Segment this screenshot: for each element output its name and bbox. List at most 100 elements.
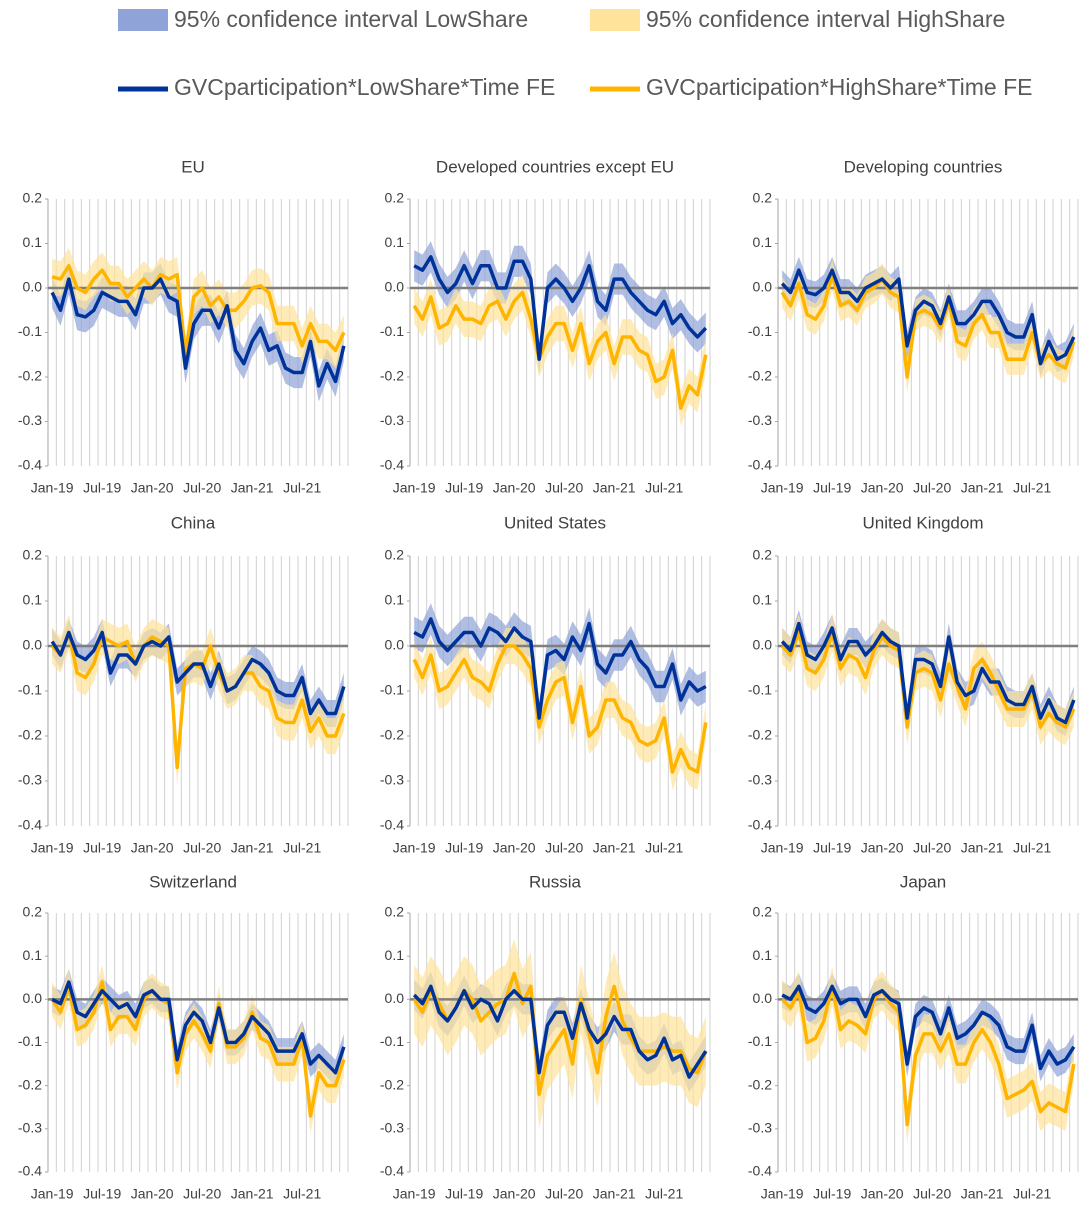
x-tick-label: Jul-20 <box>913 480 951 496</box>
y-tick-label: -0.2 <box>748 727 772 743</box>
y-tick-label: 0.1 <box>23 947 43 963</box>
series-line <box>412 290 708 410</box>
x-tick-label: Jul-20 <box>913 840 951 856</box>
x-tick-label: Jan-21 <box>961 1186 1004 1202</box>
x-tick-label: Jan-21 <box>231 480 274 496</box>
panel-title: Developed countries except EU <box>436 157 674 176</box>
series-line <box>412 644 708 774</box>
y-tick-label: 0.1 <box>753 234 773 250</box>
series-line <box>50 630 346 716</box>
y-tick-label: 0.1 <box>753 947 773 963</box>
legend-band-swatch <box>118 9 168 31</box>
y-tick-label: -0.4 <box>380 1163 404 1179</box>
x-tick-label: Jul-19 <box>445 840 483 856</box>
y-tick-label: -0.1 <box>380 682 404 698</box>
x-tick-label: Jan-20 <box>861 1186 904 1202</box>
x-tick-label: Jan-21 <box>593 840 636 856</box>
y-tick-label: 0.0 <box>753 279 773 295</box>
confidence-band <box>52 247 344 373</box>
y-tick-label: 0.1 <box>753 592 773 608</box>
y-tick-label: -0.4 <box>380 817 404 833</box>
x-tick-label: Jul-21 <box>645 840 683 856</box>
x-tick-label: Jan-21 <box>961 480 1004 496</box>
legend-band-label: 95% confidence interval LowShare <box>174 6 528 32</box>
series-line <box>780 621 1076 725</box>
x-tick-label: Jan-20 <box>131 1186 174 1202</box>
y-tick-label: -0.2 <box>18 727 42 743</box>
y-tick-label: 0.0 <box>385 279 405 295</box>
confidence-band <box>414 628 706 790</box>
y-tick-label: -0.4 <box>748 1163 772 1179</box>
y-tick-label: 0.2 <box>23 547 43 563</box>
x-tick-label: Jul-20 <box>183 1186 221 1202</box>
x-tick-label: Jan-20 <box>493 840 536 856</box>
y-tick-label: -0.2 <box>380 727 404 743</box>
x-tick-label: Jul-19 <box>813 1186 851 1202</box>
series-line <box>780 272 1076 379</box>
y-tick-label: -0.1 <box>380 1033 404 1049</box>
panel-title: United States <box>504 513 606 532</box>
y-tick-label: -0.1 <box>18 682 42 698</box>
y-tick-label: -0.2 <box>748 1076 772 1092</box>
y-tick-label: 0.2 <box>753 190 773 206</box>
y-tick-label: 0.1 <box>385 592 405 608</box>
y-tick-label: -0.4 <box>748 817 772 833</box>
y-tick-label: -0.3 <box>380 412 404 428</box>
x-tick-label: Jan-21 <box>593 480 636 496</box>
y-tick-label: 0.0 <box>385 637 405 653</box>
series-line <box>51 264 346 357</box>
y-tick-label: -0.3 <box>748 1120 772 1136</box>
confidence-band <box>414 241 706 375</box>
series-line <box>413 255 708 361</box>
x-tick-label: Jul-21 <box>1013 1186 1051 1202</box>
y-tick-label: 0.2 <box>385 904 405 920</box>
y-tick-label: -0.2 <box>380 1076 404 1092</box>
y-tick-label: 0.1 <box>385 234 405 250</box>
y-tick-label: -0.4 <box>18 457 42 473</box>
y-tick-label: -0.4 <box>748 457 772 473</box>
x-tick-label: Jan-19 <box>761 1186 804 1202</box>
x-tick-label: Jul-20 <box>545 840 583 856</box>
y-tick-label: -0.2 <box>748 368 772 384</box>
y-tick-label: -0.3 <box>748 412 772 428</box>
legend-band-label: 95% confidence interval HighShare <box>646 6 1005 32</box>
series-line <box>51 980 346 1075</box>
y-tick-label: 0.0 <box>23 279 43 295</box>
x-tick-label: Jan-21 <box>231 840 274 856</box>
x-tick-label: Jul-19 <box>83 1186 121 1202</box>
x-tick-label: Jul-20 <box>183 840 221 856</box>
x-tick-label: Jan-19 <box>393 840 436 856</box>
x-tick-label: Jul-21 <box>1013 480 1051 496</box>
series-line <box>412 984 708 1079</box>
y-tick-label: 0.1 <box>23 234 43 250</box>
panel-title: Russia <box>529 872 582 891</box>
x-tick-label: Jul-21 <box>283 480 321 496</box>
y-tick-label: 0.1 <box>385 947 405 963</box>
y-tick-label: -0.2 <box>18 368 42 384</box>
x-tick-label: Jul-19 <box>445 480 483 496</box>
x-tick-label: Jul-21 <box>283 1186 321 1202</box>
series-line <box>50 277 346 388</box>
y-tick-label: 0.2 <box>753 547 773 563</box>
y-tick-label: 0.2 <box>385 547 405 563</box>
x-tick-label: Jul-21 <box>645 480 683 496</box>
y-tick-label: -0.1 <box>748 682 772 698</box>
series-line <box>780 268 1076 366</box>
y-tick-label: -0.2 <box>18 1076 42 1092</box>
x-tick-label: Jan-19 <box>31 840 74 856</box>
panel-title: United Kingdom <box>863 513 984 532</box>
x-tick-label: Jan-19 <box>761 840 804 856</box>
series-line <box>50 980 346 1118</box>
x-tick-label: Jan-20 <box>861 840 904 856</box>
y-tick-label: 0.0 <box>23 637 43 653</box>
panel-title: Japan <box>900 872 946 891</box>
y-tick-label: 0.0 <box>753 637 773 653</box>
x-tick-label: Jul-20 <box>913 1186 951 1202</box>
x-tick-label: Jan-20 <box>493 480 536 496</box>
x-tick-label: Jul-20 <box>545 480 583 496</box>
x-tick-label: Jul-19 <box>83 480 121 496</box>
x-tick-label: Jan-21 <box>593 1186 636 1202</box>
y-tick-label: -0.3 <box>380 772 404 788</box>
series-line <box>413 617 707 720</box>
